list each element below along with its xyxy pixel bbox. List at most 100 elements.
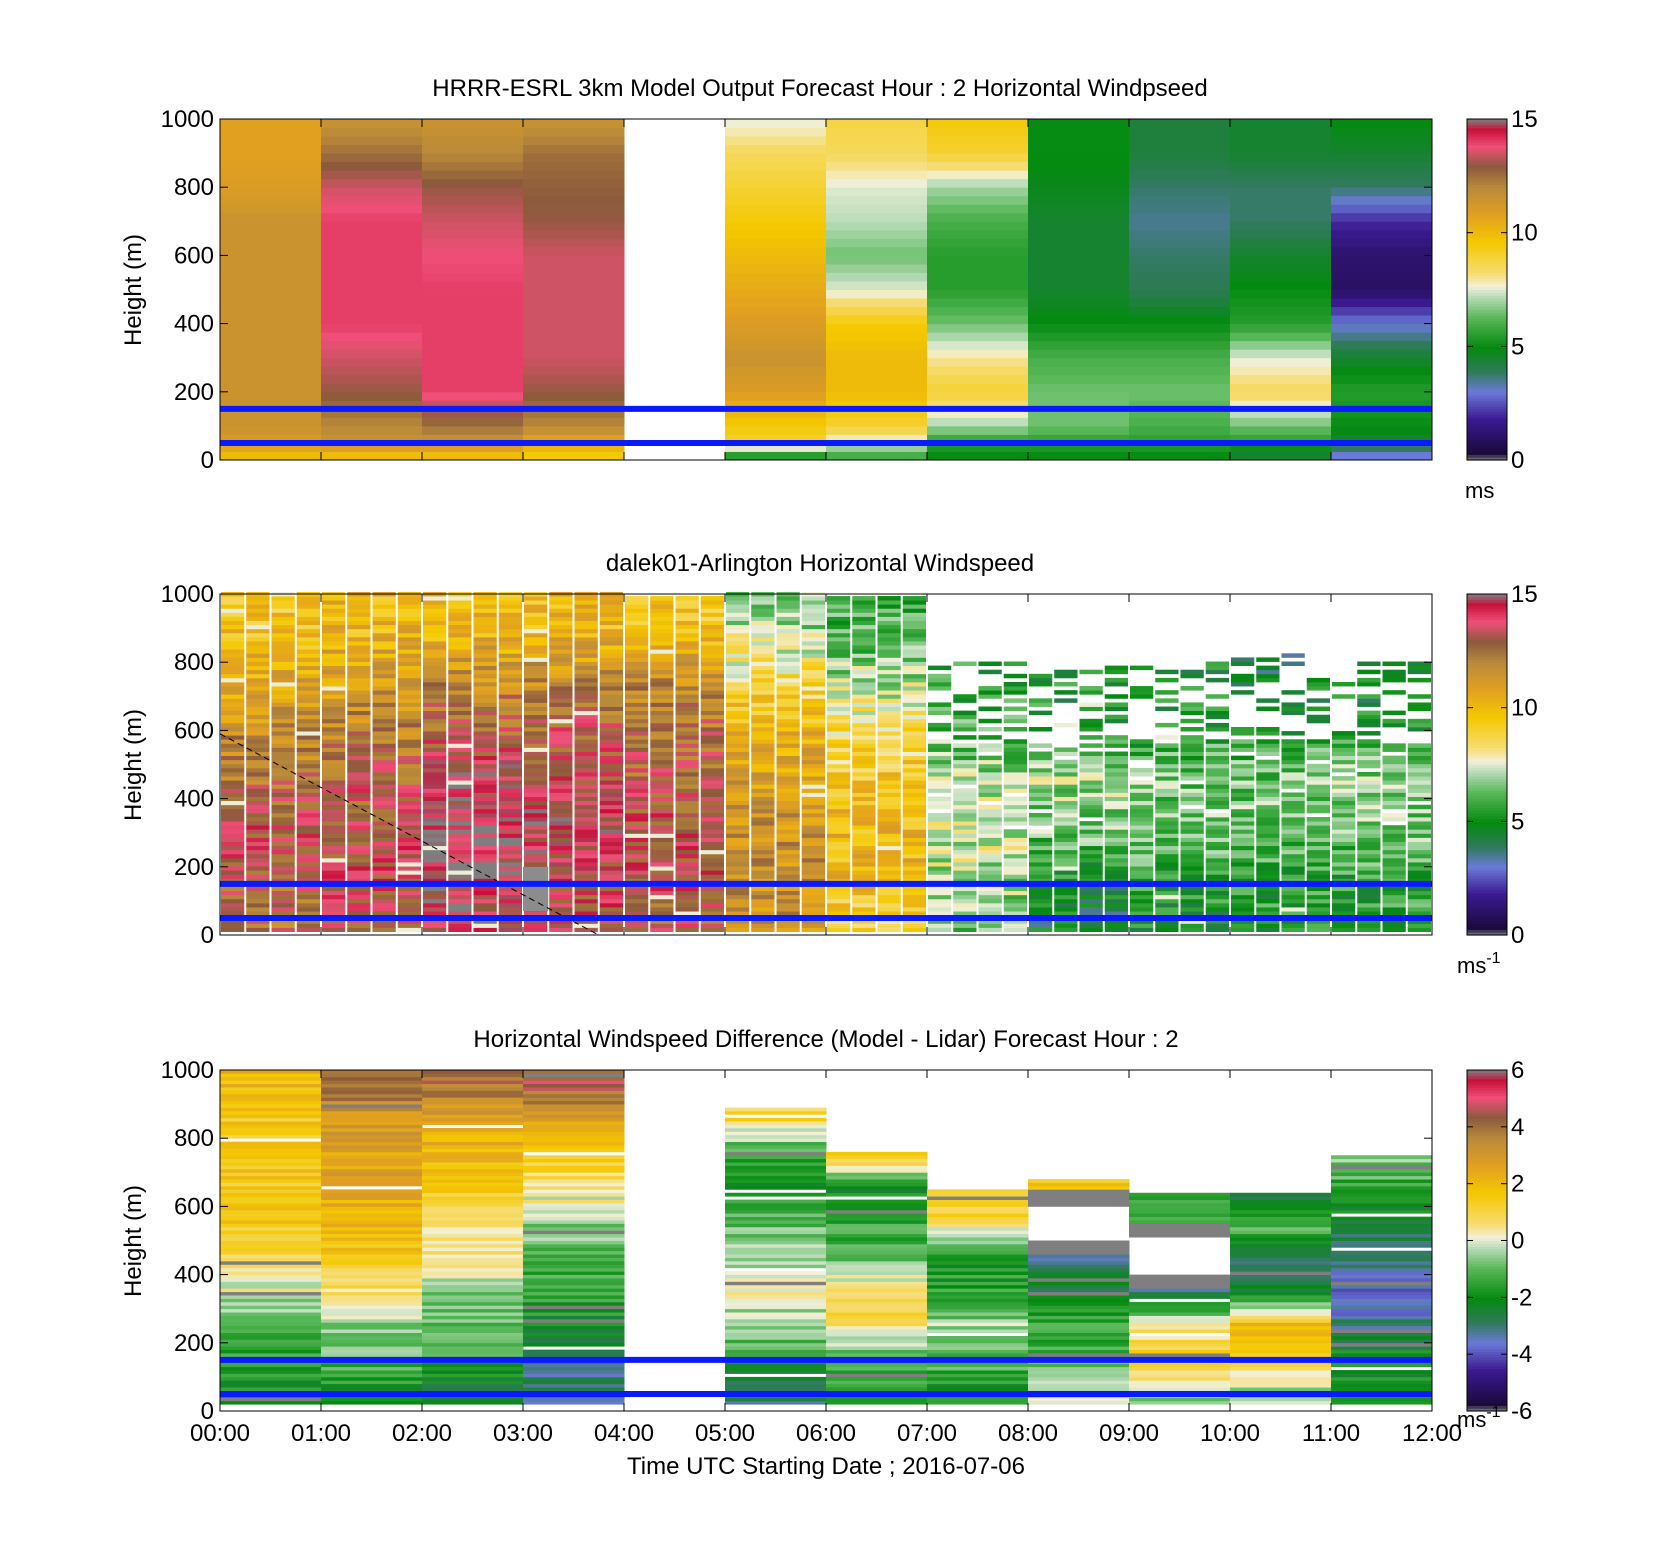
lidar-cell <box>751 849 775 855</box>
lidar-cell <box>599 743 623 748</box>
lidar-cell <box>1407 837 1431 842</box>
lidar-cell <box>751 628 775 634</box>
lidar-cell <box>700 825 724 830</box>
difference-cell <box>826 1380 928 1385</box>
model-cell <box>927 255 1029 265</box>
lidar-cell <box>524 817 548 822</box>
lidar-cell <box>726 862 750 867</box>
difference-cell <box>321 1134 423 1139</box>
model-cell <box>1129 400 1231 410</box>
difference-cell <box>422 1312 524 1316</box>
lidar-cell <box>473 608 497 613</box>
lidar-cell <box>524 911 548 916</box>
colorbar-segment <box>1467 198 1507 203</box>
lidar-cell <box>953 788 977 793</box>
lidar-cell <box>1382 767 1406 773</box>
lidar-cell <box>1079 780 1103 785</box>
difference-cell <box>927 1397 1029 1402</box>
model-cell <box>725 238 827 248</box>
lidar-cell <box>852 604 876 609</box>
lidar-cell <box>1130 767 1154 773</box>
lidar-cell <box>650 784 674 789</box>
lidar-cell <box>1256 866 1280 871</box>
model-cell <box>1129 383 1231 393</box>
lidar-cell <box>397 804 421 810</box>
lidar-cell <box>1130 829 1154 834</box>
difference-cell <box>321 1400 423 1405</box>
lidar-cell <box>928 722 952 728</box>
difference-cell <box>422 1288 524 1293</box>
lidar-cell <box>448 718 472 724</box>
lidar-cell <box>1256 927 1280 932</box>
lidar-cell <box>473 718 497 724</box>
lidar-cell <box>524 702 548 707</box>
lidar-cell <box>271 784 295 789</box>
lidar-cell <box>1003 841 1027 847</box>
colorbar-segment <box>1467 738 1507 743</box>
lidar-cell <box>1155 841 1179 847</box>
lidar-cell <box>1281 894 1305 900</box>
y-tick-label: 200 <box>174 854 214 881</box>
lidar-cell <box>599 767 623 773</box>
lidar-cell <box>221 886 245 892</box>
model-cell <box>1028 178 1130 188</box>
lidar-cell <box>271 706 295 712</box>
lidar-cell <box>751 841 775 847</box>
lidar-cell <box>296 620 320 626</box>
lidar-cell <box>902 853 926 859</box>
model-cell <box>1129 442 1231 452</box>
lidar-cell <box>423 772 447 777</box>
lidar-cell <box>1256 698 1280 703</box>
difference-cell <box>826 1182 928 1187</box>
lidar-cell <box>1357 849 1381 855</box>
model-cell <box>422 136 524 146</box>
lidar-cell <box>574 653 598 658</box>
lidar-cell <box>347 776 371 781</box>
model-cell <box>1129 349 1231 359</box>
lidar-cell <box>1180 751 1204 757</box>
lidar-cell <box>1054 821 1078 826</box>
model-cell <box>523 187 625 197</box>
lidar-cell <box>221 849 245 855</box>
lidar-cell <box>700 755 724 761</box>
difference-cell <box>321 1206 423 1211</box>
lidar-cell <box>751 821 775 826</box>
colorbar-segment <box>1467 388 1507 393</box>
difference-cell <box>220 1329 322 1333</box>
model-cell <box>422 417 524 427</box>
lidar-cell <box>322 632 346 638</box>
difference-cell <box>220 1247 322 1252</box>
lidar-cell <box>1256 902 1280 908</box>
difference-cell <box>220 1202 322 1207</box>
lidar-cell <box>801 726 825 732</box>
lidar-cell <box>1205 788 1229 793</box>
lidar-cell <box>1029 878 1053 883</box>
lidar-cell <box>902 632 926 638</box>
lidar-cell <box>650 841 674 847</box>
lidar-cell <box>246 825 270 830</box>
lidar-cell <box>953 804 977 810</box>
model-cell <box>523 400 625 410</box>
lidar-cell <box>776 665 800 671</box>
lidar-cell <box>498 817 522 822</box>
lidar-cell <box>852 857 876 863</box>
model-cell <box>725 332 827 342</box>
lidar-cell <box>902 751 926 757</box>
lidar-cell <box>1281 878 1305 883</box>
lidar-cell <box>549 898 573 904</box>
difference-cell <box>1230 1376 1332 1381</box>
lidar-cell <box>347 870 371 875</box>
difference-cell <box>725 1179 827 1183</box>
lidar-cell <box>1205 776 1229 781</box>
lidar-cell <box>397 726 421 732</box>
lidar-cell <box>675 653 699 658</box>
lidar-cell <box>978 784 1002 789</box>
lidar-cell <box>827 845 851 851</box>
lidar-cell <box>473 604 497 609</box>
difference-cell <box>927 1267 1029 1272</box>
lidar-cell <box>1029 772 1053 777</box>
lidar-cell <box>1281 845 1305 851</box>
lidar-cell <box>599 780 623 785</box>
difference-cell <box>725 1182 827 1187</box>
lidar-cell <box>902 784 926 789</box>
